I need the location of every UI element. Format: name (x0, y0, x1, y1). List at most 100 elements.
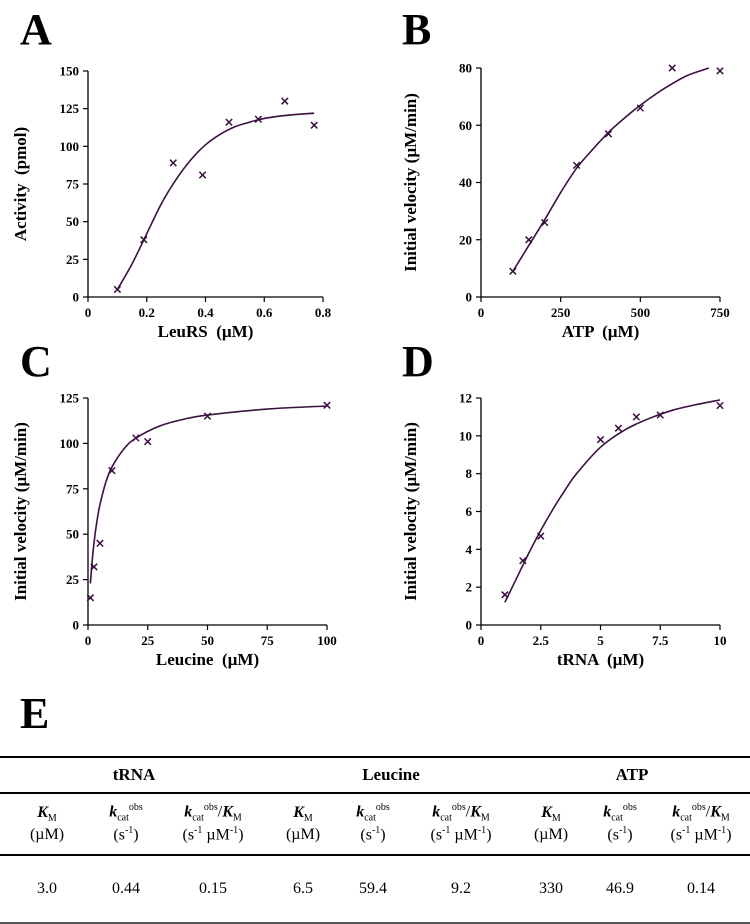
y-tick-label: 50 (66, 527, 79, 542)
header-text-part: µM (690, 826, 718, 844)
col-header-atp-ratio: kcatobs/KM (s-1 µM-1) (652, 793, 750, 856)
panel-label-b: B (402, 5, 432, 54)
header-text-part: K (37, 803, 48, 821)
chart-c: 0 25 50 75 100 0 25 50 75 100 125 Leucine (µM) Initi… (11, 391, 337, 670)
chart-d: 0 2.5 5 7.5 10 0 2 4 6 8 10 12 tRNA (µM) Initial velo… (401, 391, 727, 670)
fit-curve (512, 67, 710, 272)
header-text-part: (µM) (29, 826, 65, 844)
header-text-part: M (551, 812, 561, 824)
header-text-part: K (710, 803, 721, 821)
header-text-part: ) (726, 826, 732, 844)
fit-curve (504, 399, 721, 603)
x-tick-label: 500 (631, 305, 651, 320)
header-text-part: cat (611, 812, 623, 824)
y-axis-label: Activity (pmol) (11, 127, 30, 241)
y-tick-label: 125 (60, 391, 80, 406)
x-axis-label: tRNA (µM) (557, 650, 644, 669)
data-point (113, 285, 122, 294)
header-text-part: M (47, 812, 57, 824)
header-text-part: obs (451, 802, 466, 814)
y-axis-label: Initial velocity (µM/min) (401, 422, 420, 601)
y-tick-label: 0 (73, 290, 80, 305)
header-text-part: -1 (442, 825, 451, 837)
header-text-part: / (705, 803, 711, 821)
fit-curve (89, 405, 328, 584)
x-tick-label: 5 (597, 633, 604, 648)
y-tick-label: 80 (459, 61, 472, 76)
x-tick-label: 0.8 (315, 305, 332, 320)
header-text-part: (µM) (285, 826, 321, 844)
col-header-atp-kcat: kcatobs (s-1) (588, 793, 652, 856)
cell-leucine-kcat: 59.4 (338, 855, 408, 924)
x-tick-label: 100 (317, 633, 337, 648)
data-point (537, 532, 545, 540)
header-text-part: cat (364, 812, 376, 824)
x-tick-label: 0 (85, 305, 92, 320)
cell-trna-ratio: 0.15 (158, 855, 268, 924)
header-text-part: k (109, 803, 118, 821)
data-point (86, 594, 95, 602)
col-header-leucine-km: KM (µM) (268, 793, 338, 856)
header-text-part: obs (691, 802, 706, 814)
y-tick-label: 75 (66, 177, 80, 192)
data-point (140, 236, 148, 244)
cell-leucine-ratio: 9.2 (408, 855, 514, 924)
panel-label-e: E (20, 689, 50, 738)
header-text-part: ) (627, 826, 633, 844)
y-axis-label: Initial velocity (µM/min) (401, 93, 420, 272)
data-point (169, 159, 177, 167)
data-point (323, 401, 331, 409)
y-tick-label: 75 (66, 481, 80, 496)
data-point (203, 412, 212, 420)
x-tick-label: 0 (478, 305, 485, 320)
x-tick-label: 0.4 (197, 305, 214, 320)
data-point (572, 161, 581, 170)
x-tick-label: 0 (85, 633, 92, 648)
panel-label-c: C (20, 337, 52, 386)
data-point (281, 97, 289, 105)
y-tick-label: 125 (60, 101, 80, 116)
header-text-part: -1 (124, 825, 134, 837)
col-header-trna-kcat: kcatobs (s-1) (94, 793, 158, 856)
cell-atp-km: 330 (514, 855, 588, 924)
y-tick-label: 0 (466, 618, 473, 633)
group-header-trna: tRNA (0, 756, 268, 794)
x-tick-label: 0.2 (139, 305, 155, 320)
data-point (108, 466, 116, 475)
header-text-part: M (480, 812, 490, 824)
y-tick-label: 6 (466, 504, 473, 519)
fit-curve (116, 112, 315, 290)
y-tick-label: 0 (466, 290, 473, 305)
y-tick-label: 25 (66, 572, 80, 587)
header-text-part: (s (607, 826, 619, 844)
x-tick-label: 750 (710, 305, 730, 320)
header-text-part: M (720, 812, 730, 824)
column-headers: KM (µM) kcatobs (s-1) kcatobs/KM (s-1 µM-1) KM… (0, 793, 750, 856)
y-tick-label: 10 (459, 428, 472, 443)
x-tick-label: 2.5 (533, 633, 550, 648)
y-tick-label: 4 (466, 542, 473, 557)
header-text-part: K (293, 803, 304, 821)
y-tick-label: 50 (66, 214, 79, 229)
panel-label-d: D (402, 337, 434, 386)
x-tick-label: 250 (551, 305, 571, 320)
data-point (614, 424, 623, 432)
data-point (636, 104, 645, 112)
col-header-leucine-ratio: kcatobs/KM (s-1 µM-1) (408, 793, 514, 856)
data-point (525, 236, 533, 244)
data-point (596, 435, 605, 444)
data-point (604, 130, 613, 138)
header-text-part: -1 (229, 825, 239, 837)
header-text-part: (s (182, 826, 195, 844)
header-text-part: -1 (477, 825, 487, 837)
header-text-part: ) (238, 826, 244, 844)
header-text-part: k (184, 803, 193, 821)
y-tick-label: 0 (73, 618, 80, 633)
x-axis-label: ATP (µM) (562, 322, 639, 341)
header-text-part: K (222, 803, 233, 821)
header-text-part: ) (380, 826, 386, 844)
col-header-atp-km: KM (µM) (514, 793, 588, 856)
y-tick-label: 100 (60, 436, 80, 451)
chart-a: 0 0.2 0.4 0.6 0.8 0 25 50 75 100 125 150 LeuRS (µM) A… (11, 64, 332, 342)
